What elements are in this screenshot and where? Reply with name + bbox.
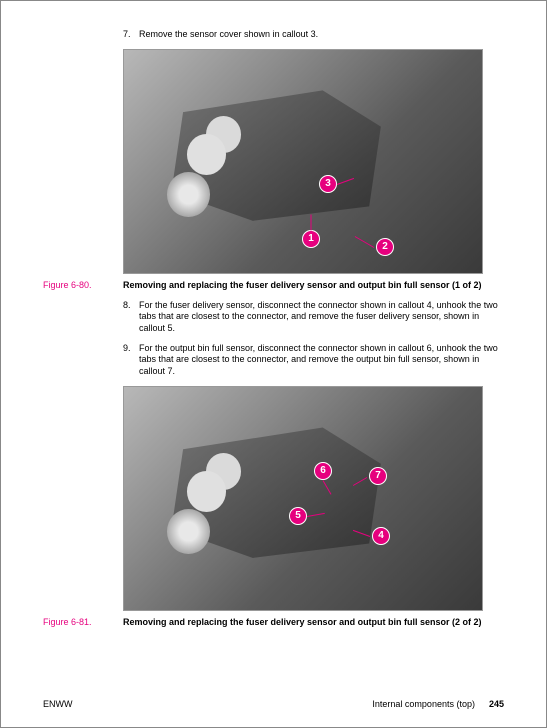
step-number: 8. — [123, 300, 139, 335]
footer-section: Internal components (top) — [372, 699, 475, 709]
step-number: 9. — [123, 343, 139, 378]
figure-image: 6 7 5 4 — [123, 386, 483, 611]
callout-1: 1 — [302, 230, 320, 248]
figure-caption-row: Figure 6-81. Removing and replacing the … — [43, 617, 504, 627]
callout-3: 3 — [319, 175, 337, 193]
figure-6-80: 3 1 2 — [123, 49, 504, 274]
callout-line — [323, 480, 332, 494]
callout-line — [353, 530, 370, 537]
figure-label: Figure 6-80. — [43, 280, 123, 290]
callout-line — [337, 178, 354, 185]
figure-label: Figure 6-81. — [43, 617, 123, 627]
figure-image: 3 1 2 — [123, 49, 483, 274]
callout-6: 6 — [314, 462, 332, 480]
step-9: 9. For the output bin full sensor, disco… — [123, 343, 504, 378]
page-number: 245 — [489, 699, 504, 709]
callout-4: 4 — [372, 527, 390, 545]
figure-caption: Removing and replacing the fuser deliver… — [123, 280, 504, 290]
callout-line — [353, 477, 367, 486]
step-number: 7. — [123, 29, 139, 41]
step-text: Remove the sensor cover shown in callout… — [139, 29, 504, 41]
step-8: 8. For the fuser delivery sensor, discon… — [123, 300, 504, 335]
page-footer: ENWW Internal components (top) 245 — [43, 699, 504, 709]
callout-line — [355, 236, 375, 248]
figure-caption-row: Figure 6-80. Removing and replacing the … — [43, 280, 504, 290]
callout-line — [311, 214, 312, 230]
figure-caption: Removing and replacing the fuser deliver… — [123, 617, 504, 627]
callout-5: 5 — [289, 507, 307, 525]
callout-2: 2 — [376, 238, 394, 256]
callout-line — [307, 513, 325, 517]
page-container: 7. Remove the sensor cover shown in call… — [1, 1, 546, 727]
step-text: For the fuser delivery sensor, disconnec… — [139, 300, 504, 335]
callout-7: 7 — [369, 467, 387, 485]
figure-6-81: 6 7 5 4 — [123, 386, 504, 611]
footer-right: Internal components (top) 245 — [372, 699, 504, 709]
step-text: For the output bin full sensor, disconne… — [139, 343, 504, 378]
footer-left: ENWW — [43, 699, 73, 709]
step-7: 7. Remove the sensor cover shown in call… — [123, 29, 504, 41]
